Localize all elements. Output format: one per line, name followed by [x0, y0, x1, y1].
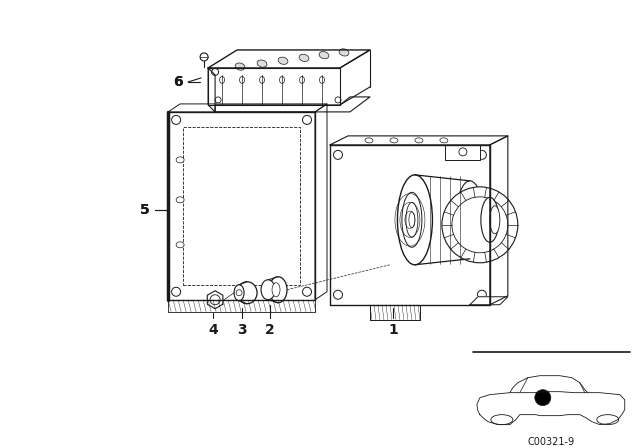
Ellipse shape — [237, 282, 257, 304]
Text: 3: 3 — [237, 323, 247, 337]
Ellipse shape — [481, 197, 499, 242]
Ellipse shape — [415, 138, 423, 143]
Ellipse shape — [261, 280, 275, 300]
Text: 5: 5 — [140, 203, 150, 217]
Circle shape — [333, 290, 342, 299]
Text: 5: 5 — [140, 203, 150, 217]
Ellipse shape — [319, 77, 324, 83]
Polygon shape — [470, 297, 508, 305]
Text: 2: 2 — [265, 323, 275, 337]
Ellipse shape — [260, 77, 264, 83]
Circle shape — [442, 187, 518, 263]
Ellipse shape — [299, 54, 309, 61]
Circle shape — [303, 287, 312, 296]
Ellipse shape — [402, 192, 422, 247]
Polygon shape — [168, 104, 327, 112]
Circle shape — [459, 148, 467, 156]
Ellipse shape — [397, 175, 433, 265]
Text: 1: 1 — [388, 323, 398, 337]
Ellipse shape — [300, 77, 305, 83]
Text: 6: 6 — [173, 75, 183, 89]
Text: 6: 6 — [173, 75, 183, 89]
Polygon shape — [168, 112, 315, 300]
Ellipse shape — [440, 138, 448, 143]
Circle shape — [477, 290, 486, 299]
Ellipse shape — [490, 206, 500, 234]
Circle shape — [535, 390, 551, 405]
Text: C00321-9: C00321-9 — [527, 437, 574, 447]
Ellipse shape — [339, 49, 349, 56]
Polygon shape — [490, 136, 508, 305]
Polygon shape — [315, 104, 327, 300]
Circle shape — [212, 69, 219, 75]
Polygon shape — [445, 145, 480, 160]
Polygon shape — [208, 68, 340, 105]
Ellipse shape — [456, 181, 484, 259]
Ellipse shape — [176, 157, 184, 163]
Ellipse shape — [365, 138, 373, 143]
Ellipse shape — [278, 57, 288, 65]
Ellipse shape — [176, 197, 184, 203]
Ellipse shape — [239, 77, 244, 83]
Circle shape — [172, 116, 180, 125]
Circle shape — [215, 97, 221, 103]
Ellipse shape — [406, 202, 418, 237]
Ellipse shape — [176, 242, 184, 248]
Polygon shape — [215, 97, 370, 112]
Polygon shape — [370, 305, 420, 320]
Circle shape — [210, 295, 220, 305]
Ellipse shape — [272, 283, 280, 297]
Circle shape — [477, 151, 486, 159]
Circle shape — [172, 287, 180, 296]
Polygon shape — [330, 136, 508, 145]
Polygon shape — [330, 145, 490, 305]
Polygon shape — [208, 50, 370, 68]
Ellipse shape — [257, 60, 267, 67]
Circle shape — [303, 116, 312, 125]
Circle shape — [236, 290, 242, 296]
Ellipse shape — [235, 63, 245, 70]
Ellipse shape — [269, 277, 287, 303]
Circle shape — [200, 53, 208, 61]
Ellipse shape — [234, 285, 244, 301]
Circle shape — [335, 97, 341, 103]
Ellipse shape — [319, 52, 329, 59]
Ellipse shape — [220, 77, 225, 83]
Ellipse shape — [409, 212, 415, 228]
Circle shape — [452, 197, 508, 253]
Polygon shape — [208, 68, 215, 112]
Ellipse shape — [390, 138, 398, 143]
Polygon shape — [207, 291, 223, 309]
Polygon shape — [168, 300, 315, 312]
Text: 4: 4 — [208, 323, 218, 337]
Circle shape — [333, 151, 342, 159]
Bar — [183, 127, 300, 285]
Ellipse shape — [280, 77, 285, 83]
